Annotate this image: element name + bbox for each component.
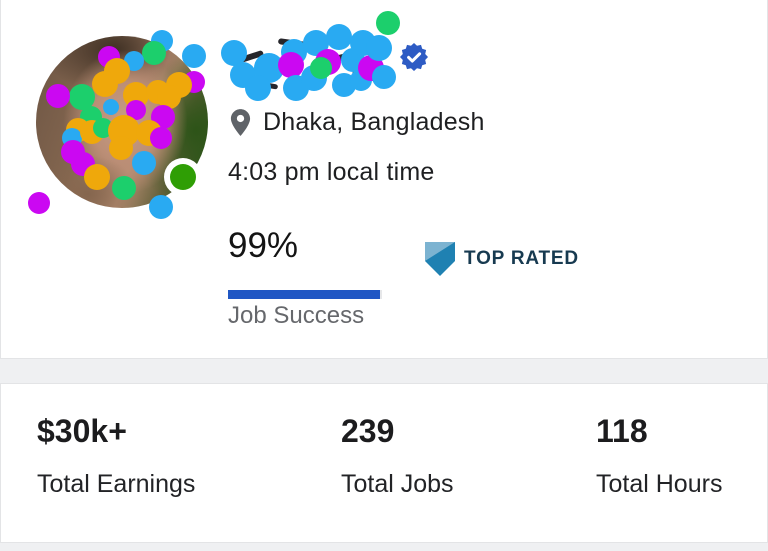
local-time-text: 4:03 pm local time [228, 158, 435, 186]
job-success-value: 99% [228, 226, 299, 265]
stats-card: $30k+ Total Earnings 239 Total Jobs 118 … [0, 383, 768, 543]
job-success-bar [228, 290, 382, 299]
stat-total-earnings: $30k+ Total Earnings [37, 413, 195, 499]
stat-value: 118 [596, 413, 648, 449]
stat-value: 239 [341, 413, 395, 449]
top-rated-shield-icon [425, 242, 455, 276]
verified-badge-icon[interactable] [400, 43, 428, 71]
top-rated-badge: TOP RATED [425, 242, 579, 276]
stat-label: Total Earnings [37, 470, 196, 498]
profile-card: Dhaka, Bangladesh 4:03 pm local time 99%… [0, 0, 768, 359]
location-pin-icon [230, 109, 251, 136]
stat-label: Total Jobs [341, 470, 454, 498]
online-status-dot [170, 164, 196, 190]
location-row: Dhaka, Bangladesh [229, 108, 485, 137]
location-text: Dhaka, Bangladesh [263, 108, 485, 136]
stat-total-hours: 118 Total Hours [596, 413, 722, 499]
job-success-bar-fill [228, 290, 381, 299]
top-rated-label: TOP RATED [464, 248, 579, 269]
job-success-label: Job Success [228, 302, 365, 329]
stat-total-jobs: 239 Total Jobs [341, 413, 454, 499]
stat-label: Total Hours [596, 470, 723, 498]
stat-value: $30k+ [37, 413, 127, 449]
